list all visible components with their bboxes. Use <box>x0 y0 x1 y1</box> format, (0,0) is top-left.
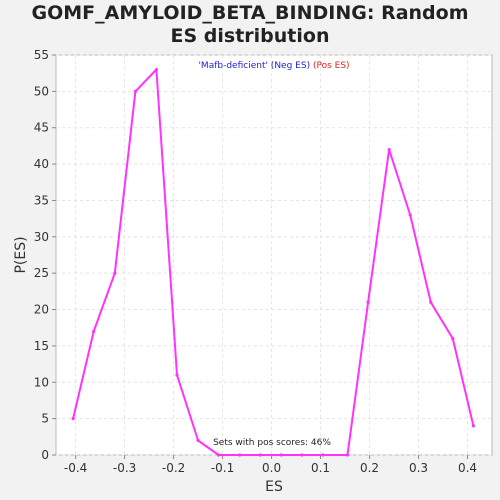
data-point <box>133 89 137 93</box>
data-point <box>92 329 96 333</box>
data-point <box>366 300 370 304</box>
x-tick-label: 0.4 <box>458 461 477 475</box>
x-tick-label: -0.4 <box>64 461 87 475</box>
data-point <box>154 67 159 72</box>
data-point <box>175 373 179 377</box>
data-point <box>258 453 262 457</box>
data-point <box>408 213 412 217</box>
data-point <box>238 453 242 457</box>
series-line <box>72 68 475 456</box>
y-tick-label: 15 <box>34 339 49 353</box>
series-layer <box>71 67 475 457</box>
plot-area <box>55 54 493 456</box>
data-point <box>300 453 304 457</box>
legend: 'Mafb-deficient' (Neg ES) (Pos ES) <box>198 61 349 71</box>
x-tick-label: -0.2 <box>162 461 185 475</box>
data-point <box>387 147 391 152</box>
data-point <box>471 424 475 428</box>
y-tick-label: 55 <box>34 48 49 62</box>
legend-neg-label: 'Mafb-deficient' (Neg ES) <box>198 61 310 71</box>
data-point <box>196 438 200 443</box>
data-point <box>321 453 325 457</box>
legend-pos-label: (Pos ES) <box>313 61 350 71</box>
x-tick-label: -0.1 <box>211 461 234 475</box>
data-point <box>429 300 433 304</box>
chart-title: GOMF_AMYLOID_BETA_BINDING: Random ES dis… <box>0 2 500 48</box>
y-tick-label: 5 <box>41 412 49 426</box>
x-tick-label: 0.1 <box>311 461 330 475</box>
x-tick-label: -0.3 <box>113 461 136 475</box>
data-point <box>113 271 117 275</box>
y-tick-label: 20 <box>34 303 49 317</box>
pos-scores-annotation: Sets with pos scores: 46% <box>213 438 331 448</box>
y-tick-label: 50 <box>34 84 49 98</box>
data-point <box>451 337 455 341</box>
data-point <box>279 453 283 457</box>
y-tick-label: 35 <box>34 193 49 207</box>
y-tick-label: 40 <box>34 157 49 171</box>
y-tick-label: 10 <box>34 375 49 389</box>
y-tick-label: 30 <box>34 230 49 244</box>
grid-layer <box>56 54 492 456</box>
y-tick-label: 45 <box>34 121 49 135</box>
chart-title-line-2: ES distribution <box>170 25 330 47</box>
x-tick-label: 0.3 <box>409 461 428 475</box>
chart-title-line-1: GOMF_AMYLOID_BETA_BINDING: Random <box>31 2 469 24</box>
y-tick-label: 25 <box>34 266 49 280</box>
data-point <box>345 453 350 457</box>
data-point <box>71 417 75 421</box>
y-axis-label: P(ES) <box>13 236 29 273</box>
axis-layer: -0.4 -0.3 -0.2 -0.1 0.0 0.1 0.2 0.3 0.4 0 5 10 15 20 2… <box>34 48 477 475</box>
x-tick-label: 0.2 <box>360 461 379 475</box>
y-tick-label: 0 <box>41 448 49 462</box>
x-axis-label: ES <box>265 479 283 495</box>
data-point <box>217 453 221 457</box>
x-tick-label: 0.0 <box>262 461 281 475</box>
